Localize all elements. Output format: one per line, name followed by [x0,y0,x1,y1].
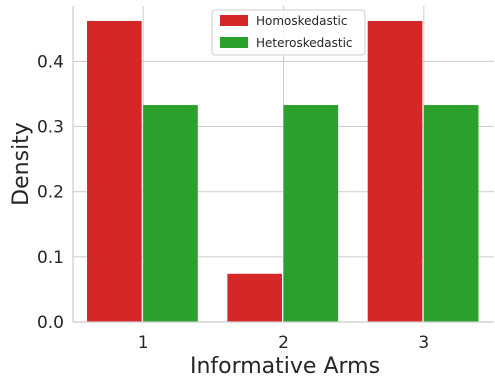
legend-swatch-heteroskedastic [220,37,248,48]
y-tick-label: 0.3 [37,118,64,138]
legend-label-heteroskedastic: Heteroskedastic [256,36,353,50]
bar-homoskedastic-3 [367,20,423,323]
y-axis-title: Density [9,122,34,206]
bar-heteroskedastic-3 [423,105,479,322]
x-axis-title: Informative Arms [190,354,380,378]
legend-swatch-homoskedastic [220,15,248,26]
legend: Homoskedastic Heteroskedastic [211,9,366,56]
bar-homoskedastic-2 [227,273,282,322]
y-tick-label: 0.2 [37,183,64,203]
legend-label-homoskedastic: Homoskedastic [256,14,347,28]
bar-heteroskedastic-1 [143,105,198,322]
y-tick-label: 0.0 [37,313,64,333]
bar-homoskedastic-1 [87,20,142,323]
x-tick-label: 2 [278,333,289,353]
bars-layer [87,20,479,323]
y-tick-label: 0.4 [37,52,64,72]
y-tick-label: 0.1 [37,248,64,268]
axes-layer [72,6,494,323]
legend-frame [211,9,366,56]
ticks-layer: 0.0 0.1 0.2 0.3 0.4 1 2 3 [37,52,429,353]
x-tick-label: 3 [418,333,429,353]
x-tick-label: 1 [138,333,149,353]
bar-heteroskedastic-2 [283,105,339,322]
